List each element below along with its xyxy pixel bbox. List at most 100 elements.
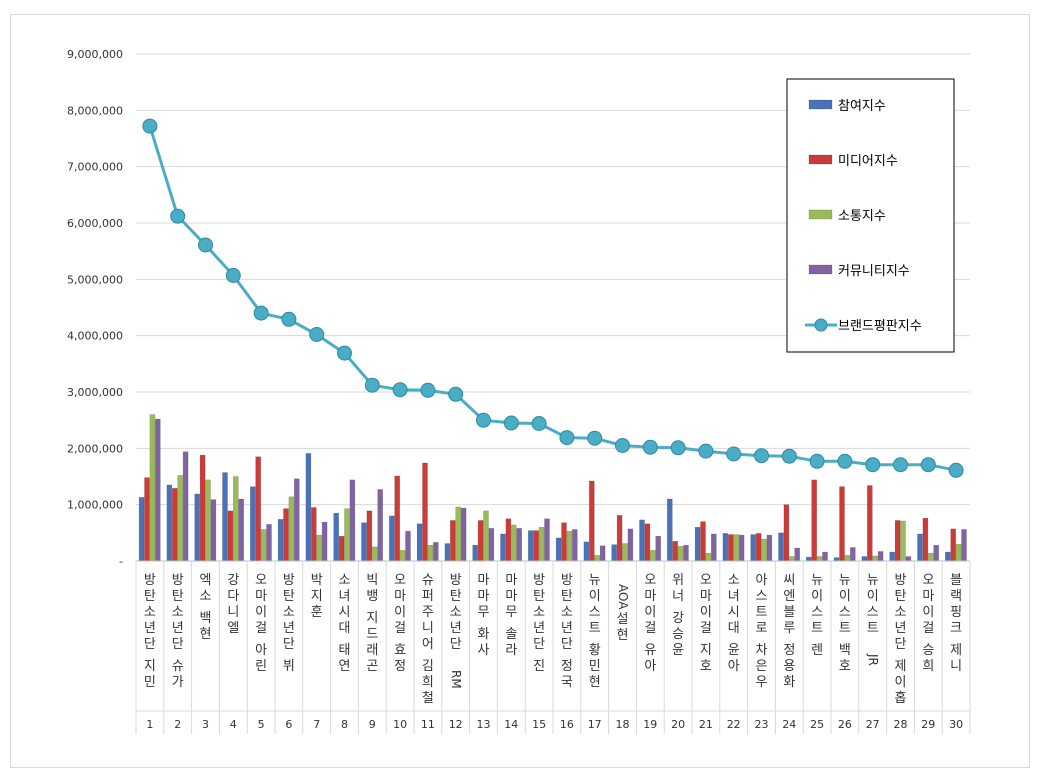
- x-tick-label-char: 오: [700, 573, 712, 588]
- x-tick-label-char: 가: [172, 675, 184, 690]
- rank-label: 7: [313, 718, 320, 731]
- x-tick-label-char: 승: [922, 643, 934, 658]
- line-point: [615, 438, 630, 453]
- bar: [288, 496, 295, 562]
- x-tick-label-char: 스: [839, 605, 851, 620]
- x-tick-label-char: 단: [144, 637, 156, 652]
- x-tick-label-char: 걸: [922, 621, 934, 636]
- x-tick-label-char: 라: [505, 643, 517, 658]
- x-tick-label-char: 탄: [172, 589, 184, 604]
- x-tick-label-char: 무: [505, 605, 517, 620]
- legend-marker: [814, 318, 828, 332]
- y-tick-label: 2,000,000: [67, 442, 123, 455]
- x-tick-label-char: 린: [255, 659, 267, 674]
- bar: [399, 550, 406, 562]
- x-tick-label-char: 방: [450, 573, 462, 588]
- x-tick-label-char: 백: [839, 643, 851, 658]
- line-point: [364, 377, 380, 393]
- bar: [472, 544, 478, 562]
- bar: [433, 542, 439, 562]
- y-tick-label: 3,000,000: [67, 386, 123, 399]
- x-tick-label-char: 이: [839, 589, 851, 604]
- bar: [194, 493, 200, 562]
- x-tick-label-char: 철: [422, 691, 434, 706]
- x-tick-label-char: 단: [172, 637, 184, 652]
- x-tick-label-char: 뷔: [283, 659, 295, 674]
- x-tick-label-char: 방: [172, 573, 184, 588]
- x-tick-label-char: 니: [422, 621, 434, 636]
- x-tick-label-char: 소: [450, 605, 462, 620]
- bar: [405, 530, 411, 562]
- y-tick-label: 1,000,000: [67, 499, 123, 512]
- x-tick-label-char: 마: [922, 589, 934, 604]
- bar: [394, 475, 400, 562]
- x-tick-label-char: 탄: [283, 589, 295, 604]
- line-point: [865, 457, 881, 473]
- rank-label: 17: [588, 718, 602, 731]
- x-tick-label-char: 탄: [561, 589, 573, 604]
- bar: [917, 533, 923, 562]
- bar: [639, 519, 645, 562]
- x-tick-label-char: 강: [227, 573, 239, 588]
- bar: [672, 541, 678, 562]
- bar: [144, 477, 150, 562]
- line-point: [670, 440, 686, 456]
- bar: [416, 523, 423, 562]
- x-tick-label-part: AOA: [616, 584, 630, 610]
- bar: [561, 522, 567, 562]
- line-point: [781, 448, 797, 464]
- x-tick-label-char: 백: [200, 611, 212, 626]
- x-tick-label-char: 아: [756, 573, 768, 588]
- y-tick-label: -: [119, 555, 123, 568]
- y-tick-label: 4,000,000: [67, 330, 123, 343]
- bar: [483, 510, 489, 562]
- x-tick-label-char: 지: [366, 611, 378, 626]
- bar: [155, 418, 161, 562]
- rank-label: 1: [146, 718, 153, 731]
- bar: [711, 533, 717, 562]
- x-tick-label-char: 년: [144, 621, 156, 636]
- bar: [361, 522, 367, 562]
- bar: [516, 528, 522, 562]
- rank-label: 15: [532, 718, 546, 731]
- y-tick-label: 8,000,000: [67, 104, 123, 117]
- x-tick-label-char: 트: [589, 621, 601, 636]
- legend-swatch: [808, 209, 833, 220]
- x-tick-label-char: 드: [366, 627, 378, 642]
- rank-label: 29: [921, 718, 935, 731]
- x-tick-label-char: 현: [617, 628, 629, 643]
- bar: [722, 533, 729, 562]
- rank-label: 19: [643, 718, 657, 731]
- bar: [199, 454, 206, 562]
- x-tick-label-char: 슈: [422, 573, 434, 588]
- x-tick-label-char: 퍼: [422, 589, 434, 604]
- x-tick-label-char: 민: [589, 659, 601, 674]
- bar: [233, 476, 239, 562]
- x-tick-label-char: 년: [561, 621, 573, 636]
- bar: [839, 486, 845, 562]
- bar: [533, 530, 539, 562]
- bar: [555, 537, 562, 562]
- x-tick-label-char: 녀: [339, 589, 351, 604]
- bar: [644, 523, 651, 562]
- x-tick-label-char: 렌: [811, 643, 823, 658]
- x-tick-label-char: 단: [533, 637, 545, 652]
- x-tick-label-char: 화: [783, 675, 795, 690]
- bar: [677, 546, 684, 562]
- bar: [505, 518, 512, 562]
- x-tick-label-char: 년: [895, 621, 907, 636]
- x-tick-label-char: 빅: [366, 573, 378, 588]
- y-tick-label: 6,000,000: [67, 217, 123, 230]
- bar: [444, 543, 451, 562]
- x-tick-label-char: 마: [505, 573, 517, 588]
